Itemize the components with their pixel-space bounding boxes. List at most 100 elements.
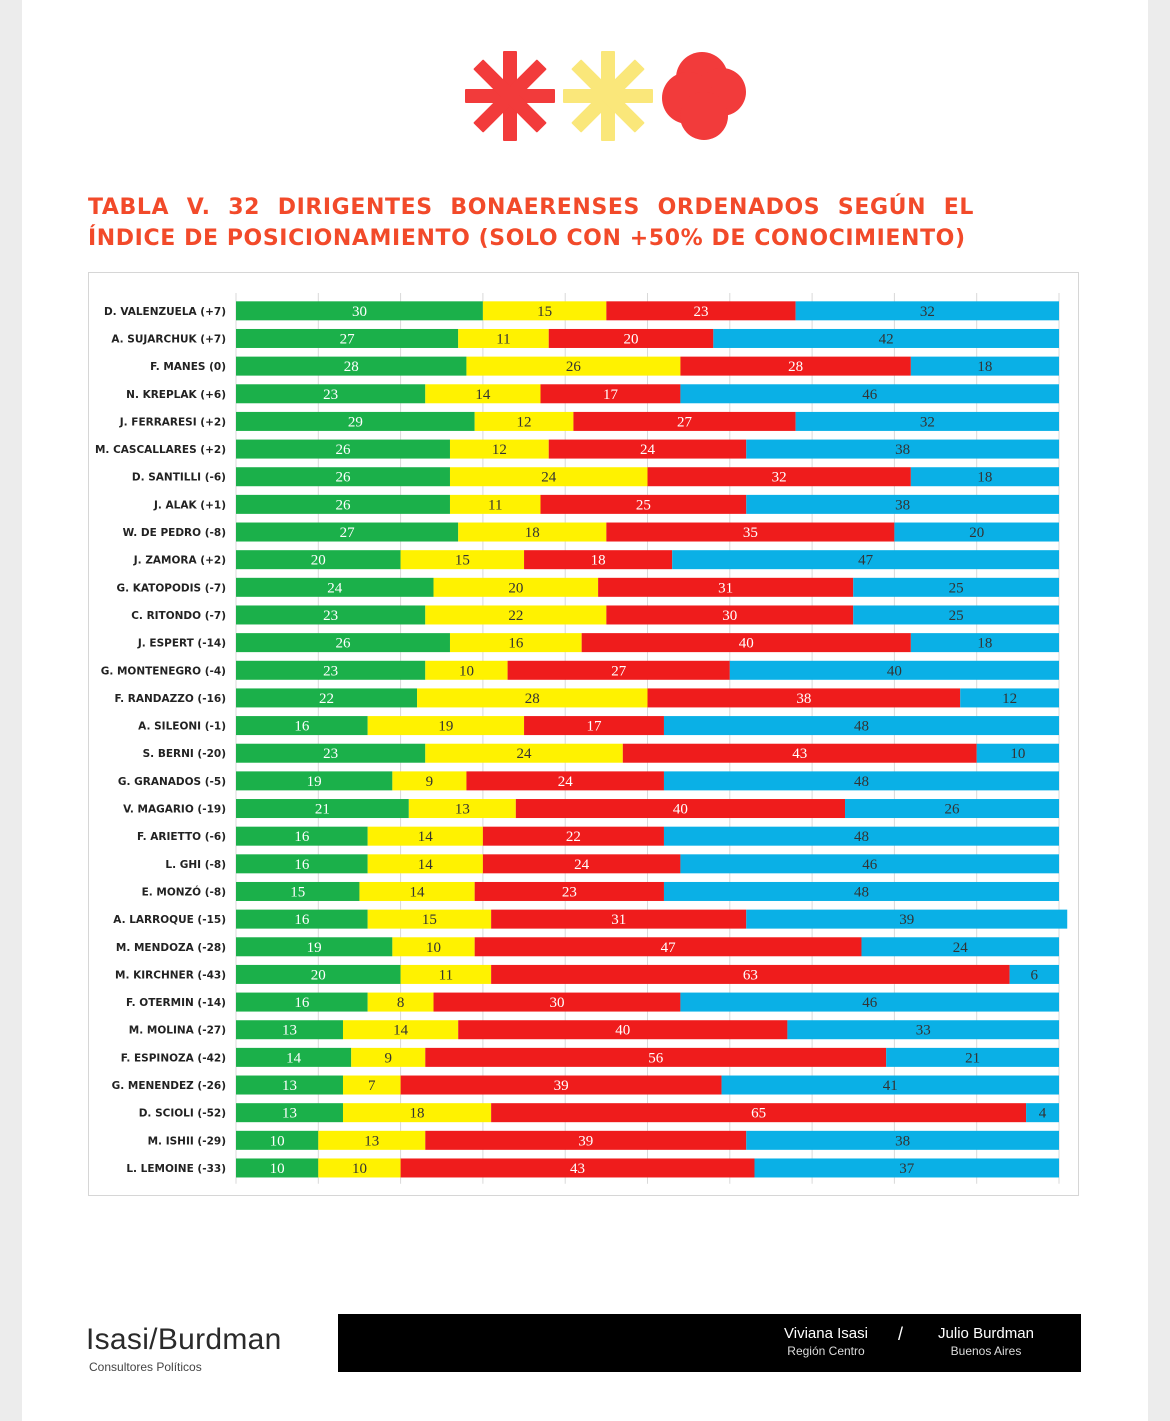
data-label: 48	[854, 884, 869, 900]
bar-segment	[606, 301, 796, 321]
bar-segment	[466, 356, 681, 376]
bar-segment	[746, 439, 1059, 459]
bar-segment	[1009, 964, 1059, 984]
data-label: 23	[323, 387, 338, 403]
data-label: 22	[566, 829, 581, 845]
category-label: J. ESPERT (-14)	[137, 638, 226, 650]
bar-segment	[236, 716, 368, 736]
data-label: 20	[311, 967, 326, 983]
data-label: 56	[648, 1050, 664, 1066]
data-label: 13	[282, 1106, 297, 1122]
brand-logo-icon	[465, 51, 746, 141]
bar-segment	[236, 301, 483, 321]
bar-segment	[729, 660, 1059, 680]
data-label: 18	[977, 636, 992, 652]
data-label: 33	[916, 1023, 931, 1039]
data-label: 11	[496, 331, 510, 347]
data-label: 18	[977, 359, 992, 375]
bar-segment	[236, 356, 467, 376]
bar-segment	[910, 467, 1059, 487]
data-label: 30	[722, 608, 737, 624]
data-label: 10	[459, 663, 474, 679]
data-label: 11	[439, 967, 453, 983]
data-label: 25	[636, 497, 651, 513]
data-label: 38	[895, 1133, 910, 1149]
data-label: 28	[344, 359, 359, 375]
chart-container: D. VALENZUELA (+7) 30 15 23 32 A. SUJARCHUK (…	[88, 272, 1079, 1196]
data-label: 39	[578, 1133, 593, 1149]
bar-segment	[367, 826, 483, 846]
data-label: 17	[587, 719, 603, 735]
category-label: M. MENDOZA (-28)	[116, 942, 226, 954]
data-label: 4	[1039, 1106, 1047, 1122]
bar-segment	[236, 439, 450, 459]
data-label: 27	[611, 663, 627, 679]
data-label: 15	[537, 304, 552, 320]
category-label: J. FERRARESI (+2)	[119, 416, 226, 428]
data-label: 26	[335, 470, 351, 486]
data-label: 6	[1031, 967, 1039, 983]
bar-segment	[425, 1130, 747, 1150]
data-label: 65	[751, 1106, 766, 1122]
bar-segment	[236, 1158, 319, 1178]
data-label: 24	[640, 442, 656, 458]
data-label: 14	[418, 829, 434, 845]
bar-segment	[236, 660, 426, 680]
data-label: 16	[294, 829, 310, 845]
category-label: G. MONTENEGRO (-4)	[101, 665, 226, 677]
bar-segment	[458, 328, 549, 348]
bar-segment	[367, 716, 525, 736]
brand-subtitle: Consultores Políticos	[89, 1360, 202, 1374]
bar-segment	[236, 550, 401, 570]
category-label: L. GHI (-8)	[165, 859, 226, 871]
bar-segment	[236, 1075, 343, 1095]
data-label: 14	[393, 1023, 409, 1039]
bar-segment	[236, 384, 426, 404]
category-label: F. ESPINOZA (-42)	[121, 1052, 226, 1064]
bar-segment	[910, 633, 1059, 653]
footer-right-contact: Julio Burdman Buenos Aires	[922, 1325, 1050, 1359]
category-label: G. GRANADOS (-5)	[118, 776, 226, 788]
data-label: 10	[270, 1133, 285, 1149]
bar-segment	[663, 826, 1059, 846]
data-label: 41	[883, 1078, 898, 1094]
data-label: 20	[624, 331, 639, 347]
page: TABLA V. 32 DIRIGENTES BONAERENSES ORDEN…	[22, 0, 1148, 1421]
data-label: 28	[525, 691, 540, 707]
data-label: 43	[792, 746, 807, 762]
bar-segment	[672, 550, 1059, 570]
data-label: 35	[743, 525, 758, 541]
bar-segment	[236, 992, 368, 1012]
bar-segment	[425, 743, 623, 763]
bar-segment	[400, 964, 492, 984]
data-label: 27	[340, 525, 356, 541]
bar-segment	[910, 356, 1059, 376]
bar-segment	[236, 633, 450, 653]
data-label: 16	[294, 857, 310, 873]
category-label: G. MENENDEZ (-26)	[112, 1080, 226, 1092]
bar-segment	[236, 494, 450, 514]
data-label: 20	[311, 553, 326, 569]
data-label: 40	[615, 1023, 630, 1039]
bar-segment	[746, 909, 1068, 929]
data-label: 46	[862, 387, 878, 403]
footer-bar: Viviana Isasi Región Centro / Julio Burd…	[338, 1314, 1081, 1372]
data-label: 14	[410, 884, 426, 900]
data-label: 26	[335, 442, 351, 458]
bar-segment	[976, 743, 1059, 763]
bar-segment	[663, 881, 1059, 901]
bar-segment	[622, 743, 977, 763]
data-label: 15	[290, 884, 305, 900]
category-label: D. VALENZUELA (+7)	[104, 306, 226, 318]
bar-segment	[491, 964, 1010, 984]
data-label: 28	[788, 359, 803, 375]
bar-segment	[663, 716, 1059, 736]
data-label: 9	[426, 774, 434, 790]
data-label: 32	[772, 470, 787, 486]
data-label: 13	[455, 802, 470, 818]
data-label: 48	[854, 774, 869, 790]
category-label: S. BERNI (-20)	[143, 748, 226, 760]
category-label: V. MAGARIO (-19)	[123, 804, 226, 816]
bar-segment	[886, 1047, 1059, 1067]
data-label: 21	[315, 802, 330, 818]
